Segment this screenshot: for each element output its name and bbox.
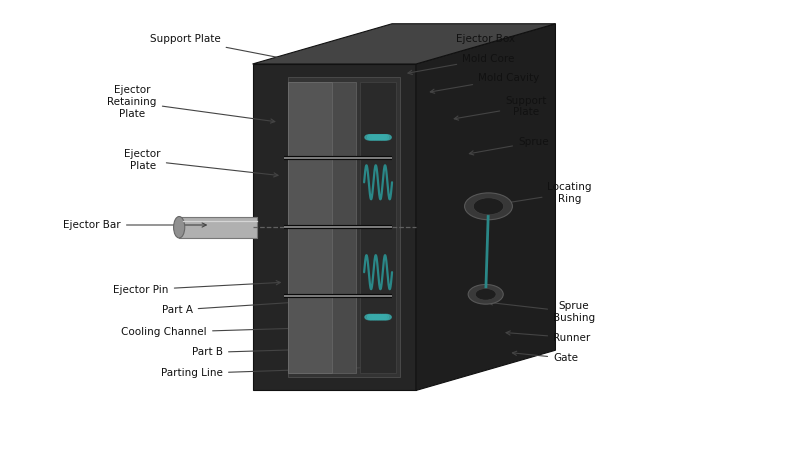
Polygon shape [253, 64, 416, 391]
Circle shape [379, 315, 389, 320]
Text: Runner: Runner [506, 331, 590, 343]
Circle shape [474, 198, 504, 215]
Circle shape [468, 284, 503, 304]
Ellipse shape [174, 216, 185, 238]
Circle shape [382, 315, 391, 320]
Bar [332, 82, 356, 373]
Circle shape [370, 315, 379, 320]
Text: Mold Cavity: Mold Cavity [430, 73, 539, 93]
Text: Ejector
Plate: Ejector Plate [124, 149, 278, 177]
Circle shape [367, 315, 377, 320]
Text: Gate: Gate [513, 351, 578, 363]
Circle shape [465, 193, 513, 220]
Circle shape [475, 288, 496, 300]
Circle shape [365, 135, 374, 140]
Circle shape [372, 135, 382, 140]
Text: Mold Core: Mold Core [408, 54, 514, 74]
Text: Support
Plate: Support Plate [454, 96, 546, 120]
Bar [360, 82, 396, 373]
Polygon shape [253, 24, 555, 64]
Circle shape [377, 315, 386, 320]
Bar [179, 216, 257, 238]
Text: Ejector Pin: Ejector Pin [114, 281, 280, 295]
Text: Part B: Part B [192, 346, 350, 357]
Circle shape [382, 135, 391, 140]
Text: Support Plate: Support Plate [150, 34, 297, 62]
Bar [288, 77, 400, 377]
Text: Ejector
Retaining
Plate: Ejector Retaining Plate [107, 86, 275, 123]
Circle shape [365, 315, 374, 320]
Circle shape [372, 315, 382, 320]
Text: Ejector Box: Ejector Box [396, 34, 515, 57]
Text: Part A: Part A [162, 301, 296, 315]
Circle shape [370, 135, 379, 140]
Bar [288, 82, 332, 373]
Text: Sprue: Sprue [470, 137, 549, 155]
Text: Locating
Ring: Locating Ring [498, 182, 592, 206]
Circle shape [374, 315, 384, 320]
Text: Cooling Channel: Cooling Channel [122, 325, 334, 338]
Circle shape [374, 135, 384, 140]
Circle shape [367, 135, 377, 140]
Text: Parting Line: Parting Line [161, 365, 374, 378]
Text: Ejector Bar: Ejector Bar [63, 220, 206, 230]
Circle shape [377, 135, 386, 140]
Circle shape [379, 135, 389, 140]
Text: Sprue
Bushing: Sprue Bushing [489, 301, 595, 323]
Polygon shape [416, 24, 555, 391]
